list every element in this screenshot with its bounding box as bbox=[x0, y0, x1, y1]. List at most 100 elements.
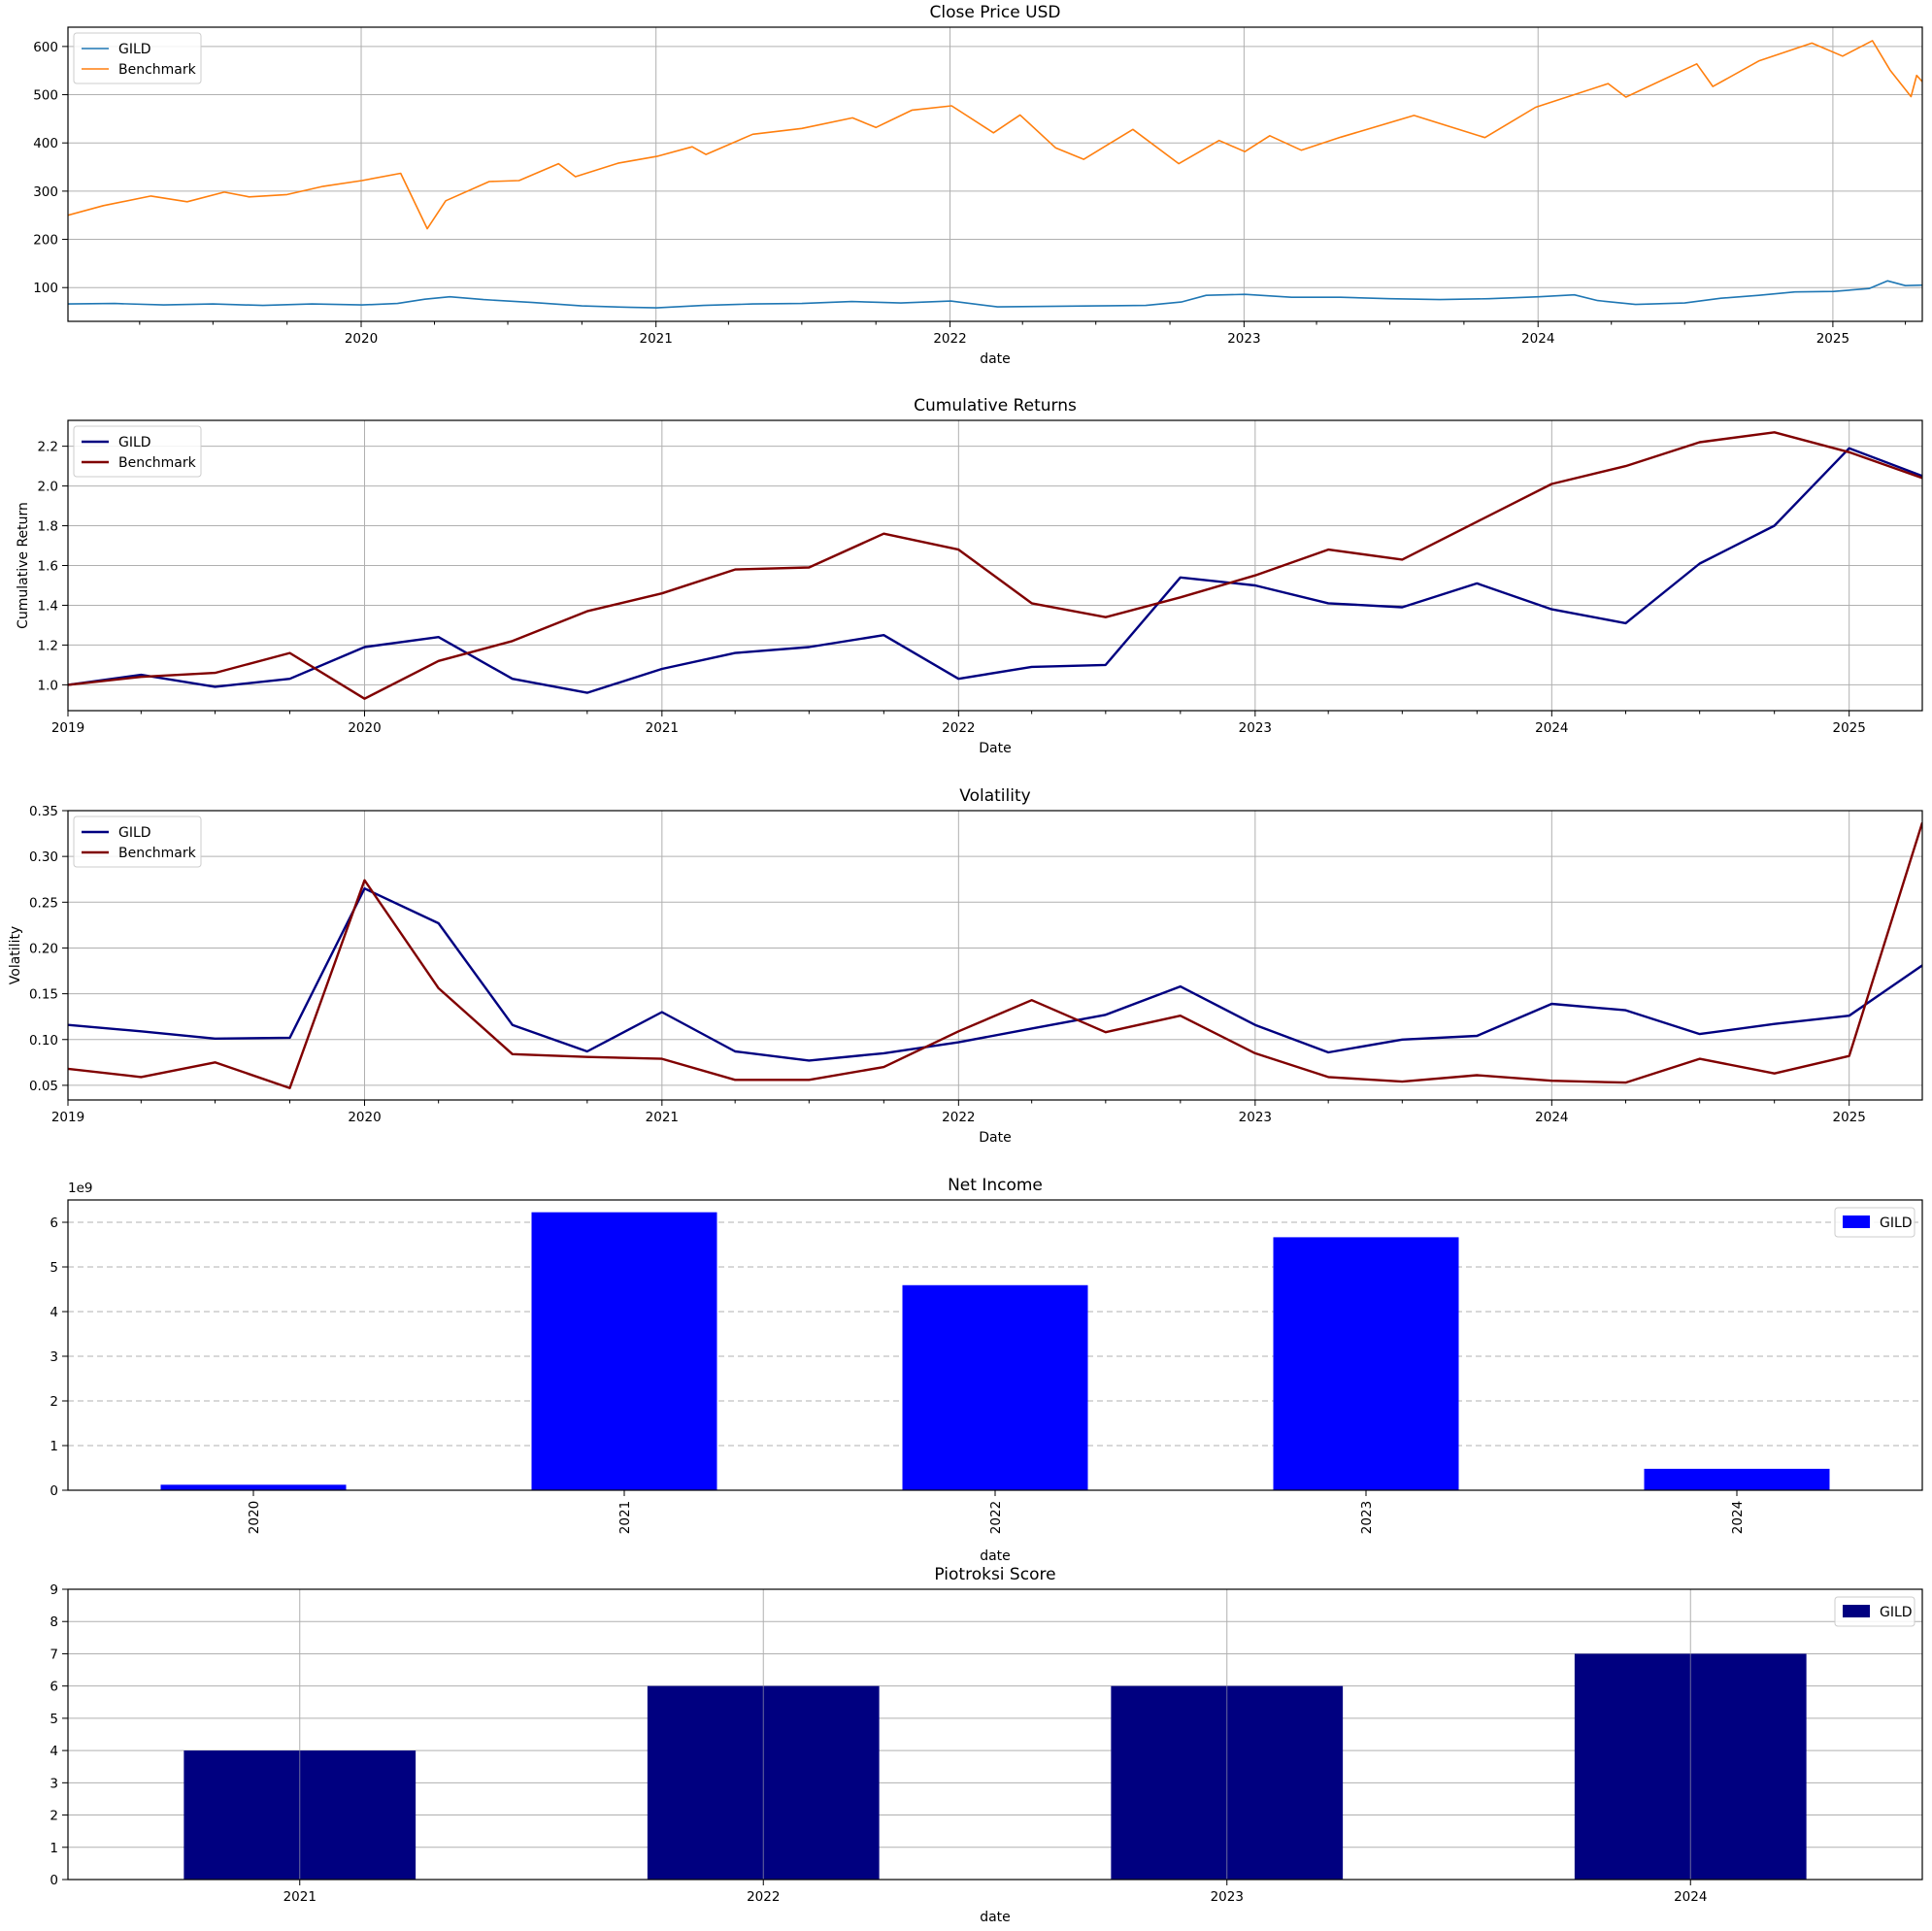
legend-label: Benchmark bbox=[118, 62, 197, 78]
series-line-benchmark bbox=[68, 821, 1922, 1089]
y-tick-label: 8 bbox=[50, 1615, 58, 1630]
y-tick-label: 2 bbox=[50, 1394, 58, 1410]
x-tick-label: 2024 bbox=[1730, 1501, 1746, 1534]
legend-label: GILD bbox=[118, 825, 151, 841]
y-tick-label: 0.05 bbox=[29, 1079, 58, 1094]
legend: GILD bbox=[1834, 1596, 1915, 1627]
y-tick-label: 5 bbox=[50, 1260, 58, 1276]
panel-2: 2019 2020 2021 2022 2023 2024 2025 0.05 0.10 0.15… bbox=[8, 786, 1923, 1146]
y-tick-label: 0.15 bbox=[29, 987, 58, 1003]
y-tick-label: 3 bbox=[50, 1349, 58, 1365]
x-tick-label: 2021 bbox=[617, 1501, 633, 1534]
panel-0: 2020 2021 2022 2023 2024 2025 100 200 300 400 500 6… bbox=[33, 3, 1923, 367]
x-tick-label: 2021 bbox=[640, 331, 673, 347]
x-axis-label: Date bbox=[979, 741, 1011, 756]
y-tick-label: 2.0 bbox=[38, 480, 58, 495]
y-tick-label: 1.4 bbox=[38, 598, 58, 614]
x-tick-label: 2020 bbox=[348, 720, 381, 736]
y-tick-label: 0.25 bbox=[29, 895, 58, 911]
y-tick-label: 500 bbox=[33, 88, 58, 104]
legend: GILD bbox=[1834, 1207, 1915, 1238]
panel-3: 0 1 2 3 4 5 6 2020 2021 2022 2023 2024 Net Income dat… bbox=[50, 1176, 1923, 1564]
x-tick-label: 2019 bbox=[51, 1110, 84, 1125]
y-tick-label: 600 bbox=[33, 40, 58, 55]
bar-2020 bbox=[160, 1484, 347, 1490]
y-tick-label: 300 bbox=[33, 184, 58, 200]
legend: GILD Benchmark bbox=[73, 816, 202, 868]
y-tick-label: 7 bbox=[50, 1647, 58, 1662]
y-tick-label: 0.30 bbox=[29, 849, 58, 865]
x-tick-label: 2019 bbox=[51, 720, 84, 736]
x-tick-label: 2024 bbox=[1674, 1889, 1707, 1905]
bar-2024 bbox=[1644, 1468, 1830, 1490]
x-tick-label: 2022 bbox=[933, 331, 966, 347]
x-tick-label: 2023 bbox=[1239, 720, 1272, 736]
legend-label: GILD bbox=[1880, 1215, 1913, 1231]
x-tick-label: 2025 bbox=[1832, 1110, 1865, 1125]
y-tick-label: 6 bbox=[50, 1215, 58, 1231]
axes-frame bbox=[67, 26, 1923, 322]
axes-frame bbox=[67, 419, 1923, 712]
x-tick-label: 2022 bbox=[747, 1889, 780, 1905]
x-tick-label: 2021 bbox=[646, 1110, 679, 1125]
chart-title: Volatility bbox=[959, 786, 1030, 806]
y-tick-label: 0.20 bbox=[29, 941, 58, 956]
legend-label: Benchmark bbox=[118, 846, 197, 861]
x-axis-label: date bbox=[980, 351, 1011, 367]
x-tick-label: 2025 bbox=[1816, 331, 1849, 347]
bar-2023 bbox=[1273, 1237, 1459, 1490]
legend-box bbox=[73, 32, 202, 84]
y-tick-label: 0.10 bbox=[29, 1033, 58, 1049]
y-tick-label: 1 bbox=[50, 1439, 58, 1454]
y-tick-label: 6 bbox=[50, 1680, 58, 1695]
chart-title: Piotroksi Score bbox=[934, 1565, 1055, 1584]
axes-frame bbox=[67, 1199, 1923, 1491]
y-tick-label: 100 bbox=[33, 281, 58, 296]
x-tick-label: 2023 bbox=[1227, 331, 1260, 347]
legend: GILD Benchmark bbox=[73, 32, 202, 84]
axes-frame bbox=[67, 810, 1923, 1101]
y-tick-label: 4 bbox=[50, 1305, 58, 1320]
x-tick-label: 2022 bbox=[988, 1501, 1004, 1534]
series-line-gild bbox=[68, 280, 1922, 309]
bar-2021 bbox=[531, 1212, 717, 1490]
legend-swatch bbox=[1843, 1215, 1870, 1228]
legend-label: GILD bbox=[118, 42, 151, 57]
y-tick-label: 9 bbox=[50, 1582, 58, 1598]
y-tick-label: 1.6 bbox=[38, 559, 58, 575]
y-tick-label: 400 bbox=[33, 136, 58, 151]
panel-4: 0 1 2 3 4 5 6 7 8 9 2021 2022 2023 2024 Piotroksi Scor… bbox=[50, 1565, 1923, 1925]
x-tick-label: 2024 bbox=[1521, 331, 1554, 347]
y-tick-label: 1.0 bbox=[38, 678, 58, 693]
y-tick-label: 1.8 bbox=[38, 519, 58, 535]
legend-box bbox=[1834, 1207, 1915, 1238]
y-tick-label: 0 bbox=[50, 1483, 58, 1499]
x-tick-label: 2020 bbox=[345, 331, 378, 347]
x-tick-label: 2020 bbox=[247, 1501, 262, 1534]
x-tick-label: 2025 bbox=[1832, 720, 1865, 736]
y-tick-label: 5 bbox=[50, 1712, 58, 1727]
series-line-benchmark bbox=[68, 431, 1922, 700]
series-line-gild bbox=[68, 887, 1922, 1062]
legend-box bbox=[73, 425, 202, 478]
bar-2022 bbox=[902, 1284, 1088, 1490]
x-tick-label: 2020 bbox=[348, 1110, 381, 1125]
x-axis-label: date bbox=[980, 1910, 1011, 1925]
legend-label: Benchmark bbox=[118, 455, 197, 471]
axes-frame bbox=[67, 1588, 1923, 1881]
y-tick-label: 4 bbox=[50, 1744, 58, 1759]
x-tick-label: 2024 bbox=[1535, 1110, 1568, 1125]
x-tick-label: 2021 bbox=[646, 720, 679, 736]
x-tick-label: 2024 bbox=[1535, 720, 1568, 736]
y-tick-label: 0.35 bbox=[29, 804, 58, 819]
chart-title: Cumulative Returns bbox=[914, 396, 1077, 416]
y-axis-label: Cumulative Return bbox=[16, 502, 31, 629]
y-tick-label: 200 bbox=[33, 233, 58, 249]
panel-1: 2019 2020 2021 2022 2023 2024 2025 1.0 1.2 1.4 1.6… bbox=[16, 396, 1923, 756]
series-line-gild bbox=[68, 447, 1922, 694]
y-tick-label: 2.2 bbox=[38, 440, 58, 455]
series-line-benchmark bbox=[68, 40, 1922, 230]
x-axis-label: Date bbox=[979, 1130, 1011, 1146]
y-tick-label: 0 bbox=[50, 1873, 58, 1888]
